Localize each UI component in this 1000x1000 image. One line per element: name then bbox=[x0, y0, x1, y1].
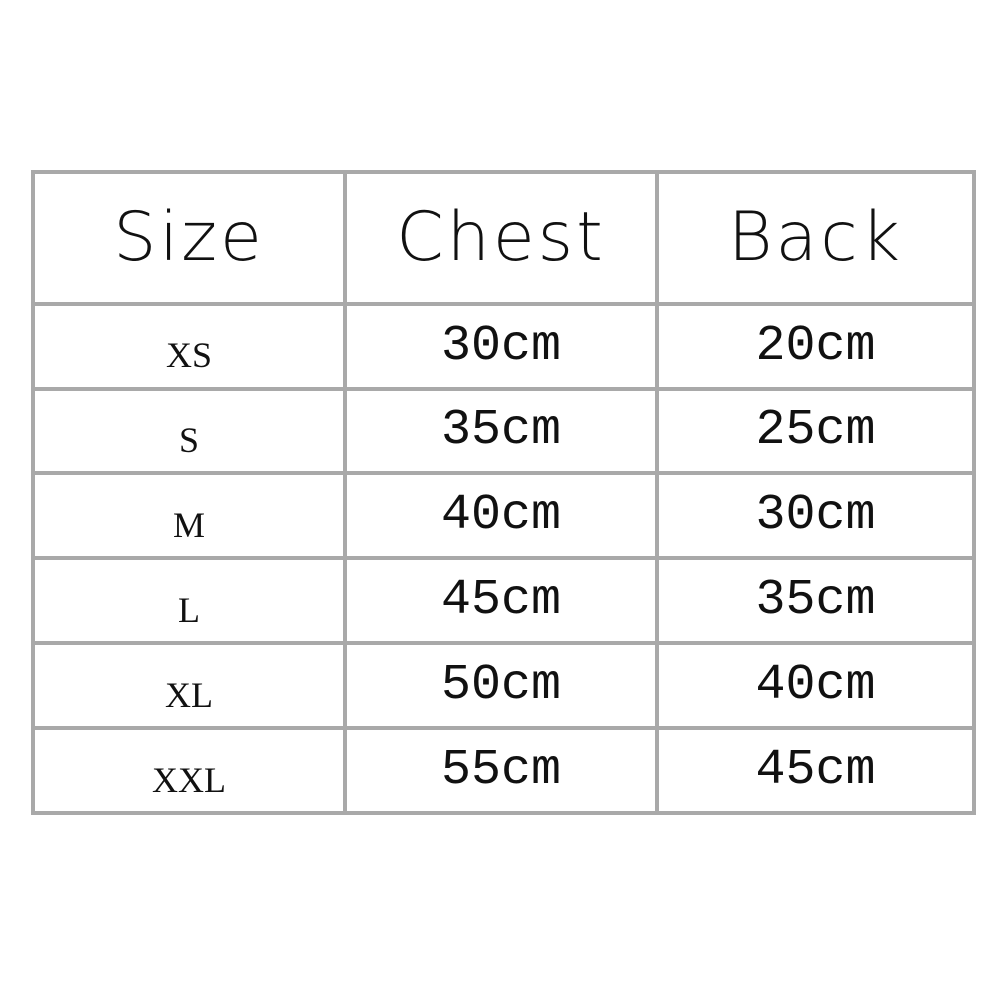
table-row: XL 50cm 40cm bbox=[35, 645, 972, 727]
back-cell: 40cm bbox=[659, 645, 972, 727]
table-row: XXL 55cm 45cm bbox=[35, 730, 972, 811]
size-cell: L bbox=[35, 560, 343, 642]
back-cell: 30cm bbox=[659, 475, 972, 557]
chest-cell: 35cm bbox=[347, 390, 655, 472]
size-cell: XL bbox=[35, 645, 343, 727]
size-cell: S bbox=[35, 390, 343, 472]
chest-cell: 30cm bbox=[347, 305, 655, 387]
table-row: M 40cm 30cm bbox=[35, 475, 972, 557]
header-chest: Chest bbox=[347, 174, 655, 302]
chest-cell: 40cm bbox=[347, 475, 655, 557]
header-back: Back bbox=[659, 174, 972, 302]
back-cell: 20cm bbox=[659, 305, 972, 387]
size-chart-table: Size Chest Back XS 30cm 20cm S 35cm 25cm M 40cm… bbox=[31, 170, 976, 815]
size-cell: M bbox=[35, 475, 343, 557]
header-size: Size bbox=[35, 174, 343, 302]
chest-cell: 55cm bbox=[347, 730, 655, 811]
back-cell: 45cm bbox=[659, 730, 972, 811]
chest-cell: 50cm bbox=[347, 645, 655, 727]
header-row: Size Chest Back bbox=[35, 174, 972, 302]
size-cell: XXL bbox=[35, 730, 343, 811]
table-row: S 35cm 25cm bbox=[35, 390, 972, 472]
table-row: L 45cm 35cm bbox=[35, 560, 972, 642]
chest-cell: 45cm bbox=[347, 560, 655, 642]
size-cell: XS bbox=[35, 305, 343, 387]
table-row: XS 30cm 20cm bbox=[35, 305, 972, 387]
back-cell: 25cm bbox=[659, 390, 972, 472]
back-cell: 35cm bbox=[659, 560, 972, 642]
